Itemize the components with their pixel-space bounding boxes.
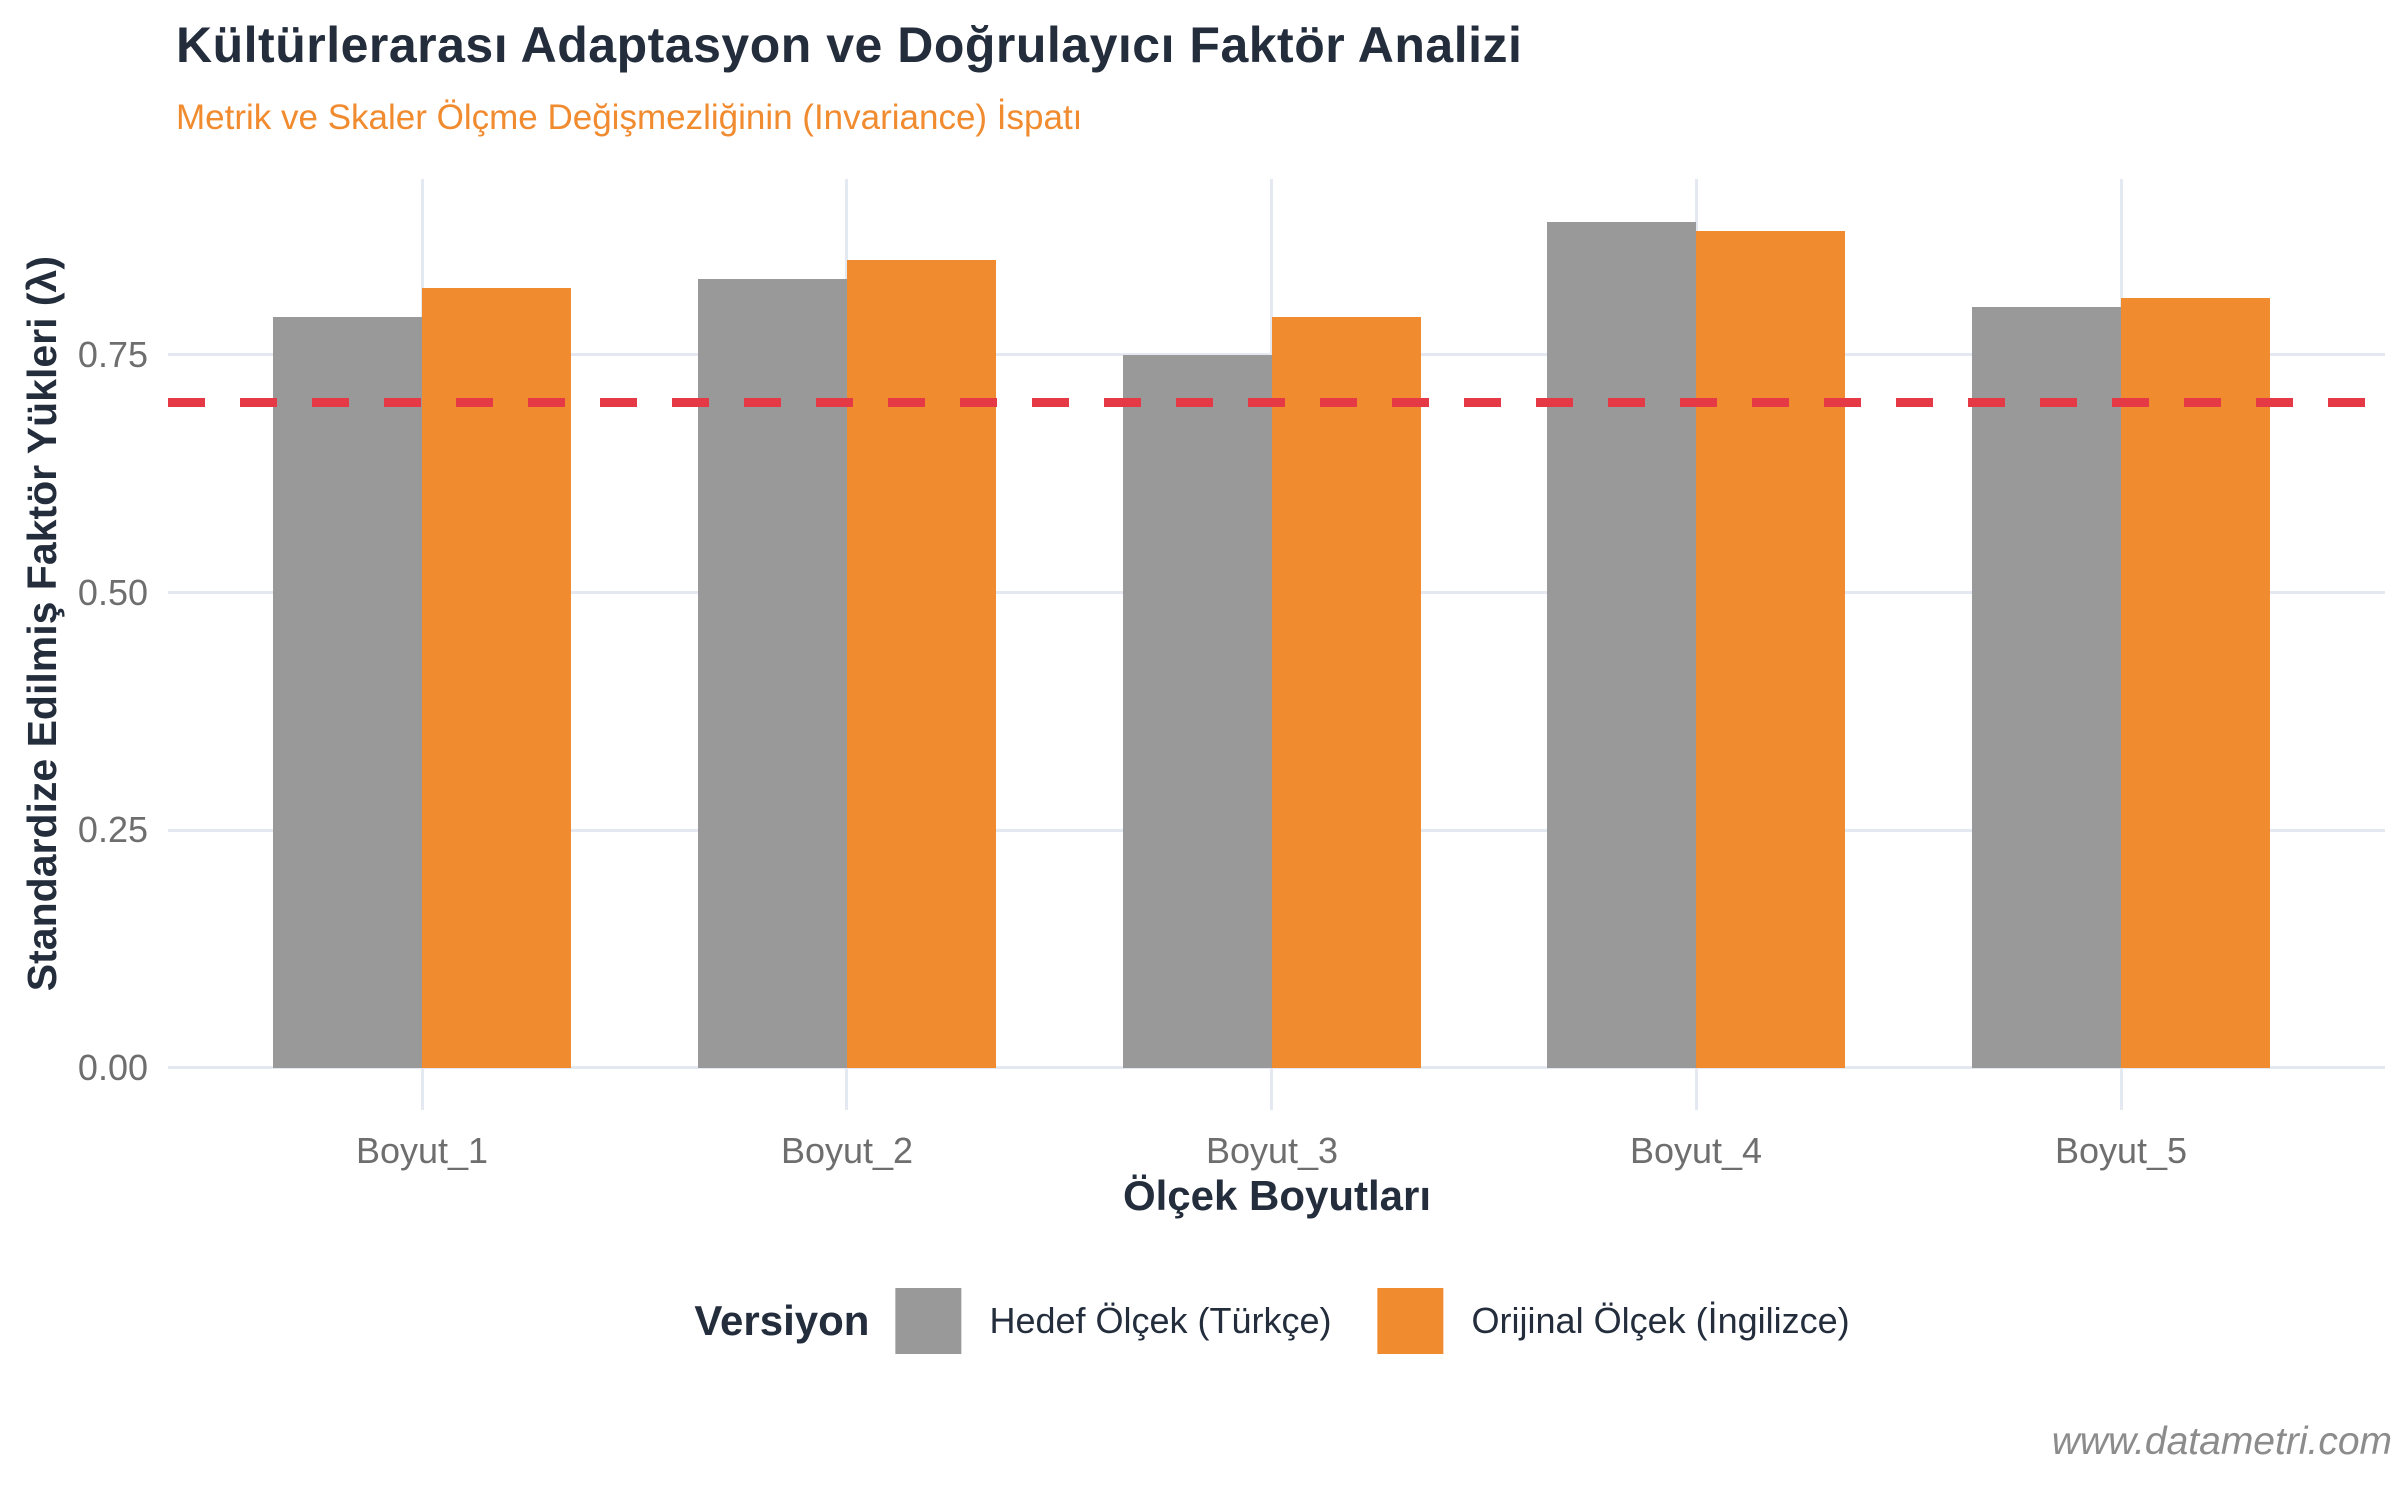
bar-Boyut_5-series0 [1972, 307, 2121, 1068]
x-tick-mark-Boyut_2 [845, 1068, 848, 1110]
bar-Boyut_4-series0 [1547, 222, 1696, 1068]
x-tick-mark-Boyut_1 [421, 1068, 424, 1110]
x-tick-mark-Boyut_3 [1270, 1068, 1273, 1110]
y-tick-label-0.25: 0.25 [77, 809, 148, 850]
bar-Boyut_3-series0 [1123, 355, 1272, 1068]
bar-Boyut_2-series0 [698, 279, 847, 1068]
bar-Boyut_3-series1 [1272, 317, 1421, 1068]
x-tick-label-Boyut_3: Boyut_3 [1205, 1130, 1339, 1171]
x-axis-title: Ölçek Boyutları [1122, 1172, 1432, 1219]
bar-Boyut_4-series1 [1696, 231, 1845, 1068]
x-tick-label-Boyut_5: Boyut_5 [2054, 1130, 2188, 1171]
watermark: www.datametri.com [2051, 1420, 2392, 1463]
bar-Boyut_2-series1 [847, 260, 996, 1068]
chart-title: Kültürlerarası Adaptasyon ve Doğrulayıcı… [176, 17, 1523, 73]
y-tick-label-0.50: 0.50 [77, 572, 148, 613]
legend-swatch-orijinal [1377, 1288, 1444, 1354]
y-axis-title: Standardize Edilmiş Faktör Yükleri (λ) [18, 255, 65, 992]
chart-subtitle: Metrik ve Skaler Ölçme Değişmezliğinin (… [176, 98, 1083, 137]
legend-label-orijinal: Orijinal Ölçek (İngilizce) [1471, 1300, 1850, 1341]
chart-panel [168, 179, 2385, 1069]
y-tick-label-0.00: 0.00 [77, 1047, 148, 1088]
x-tick-label-Boyut_4: Boyut_4 [1629, 1130, 1763, 1171]
bar-Boyut_1-series1 [422, 288, 571, 1068]
legend-title: Versiyon [694, 1297, 870, 1344]
x-tick-label-Boyut_1: Boyut_1 [355, 1130, 489, 1171]
legend: Versiyon Hedef Ölçek (Türkçe) Orijinal Ö… [694, 1288, 1850, 1354]
x-tick-mark-Boyut_4 [1695, 1068, 1698, 1110]
y-tick-label-0.75: 0.75 [77, 334, 148, 375]
legend-label-hedef: Hedef Ölçek (Türkçe) [989, 1300, 1332, 1341]
reference-line [168, 398, 2385, 407]
legend-swatch-hedef [895, 1288, 962, 1354]
bar-Boyut_5-series1 [2121, 298, 2270, 1068]
bar-Boyut_1-series0 [273, 317, 422, 1068]
x-tick-mark-Boyut_5 [2120, 1068, 2123, 1110]
x-tick-label-Boyut_2: Boyut_2 [780, 1130, 914, 1171]
